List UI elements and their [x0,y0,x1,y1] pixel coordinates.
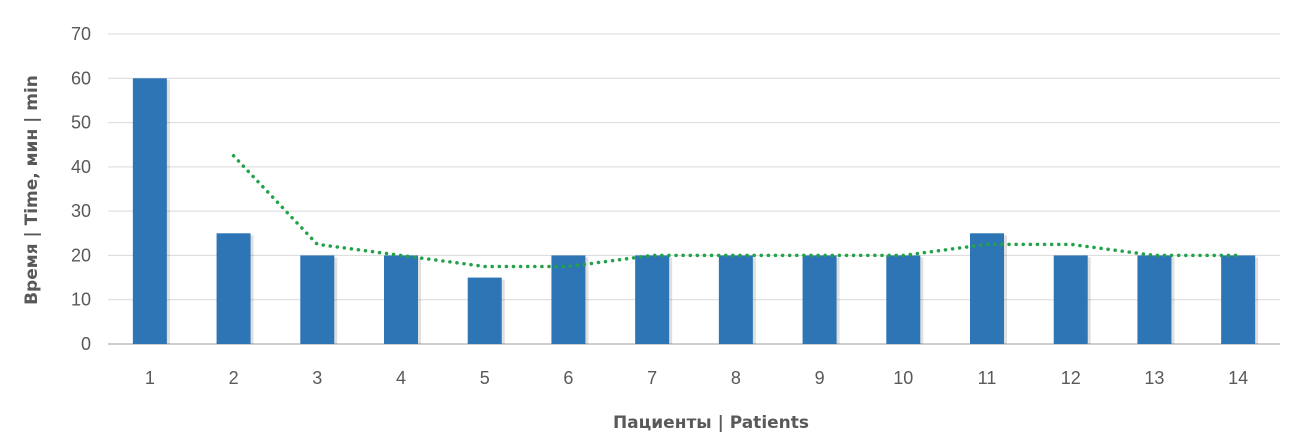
bars [132,78,1259,345]
x-axis-title: Пациенты | Patients [613,413,809,433]
y-tick-label: 30 [71,201,91,221]
y-tick-label: 60 [71,68,91,88]
y-tick-label: 0 [81,334,91,354]
bar [970,233,1004,344]
x-tick-label: 7 [647,368,657,388]
x-axis-ticks: 1 2 3 4 5 6 7 8 9 10 11 12 13 14 [145,368,1248,388]
gridlines [108,33,1280,345]
bar [300,255,335,344]
x-tick-label: 14 [1228,368,1248,388]
bar [467,277,502,344]
x-tick-label: 10 [893,368,913,388]
bar [635,255,670,344]
bar [132,78,167,345]
x-tick-label: 12 [1061,368,1081,388]
bar [886,255,921,344]
x-tick-label: 13 [1144,368,1164,388]
y-tick-label: 50 [71,113,91,133]
x-tick-label: 3 [312,368,322,388]
y-tick-label: 70 [71,24,91,44]
y-axis-ticks: 0 10 20 30 40 50 60 70 [71,24,91,354]
x-tick-label: 5 [480,368,490,388]
bar [551,255,586,344]
moving-average-trendline [231,154,1240,269]
trendline [231,154,1240,269]
x-tick-label: 4 [396,368,406,388]
y-tick-label: 40 [71,157,91,177]
bar [216,233,251,344]
x-tick-label: 9 [815,368,825,388]
bar [1053,255,1088,344]
y-axis-title: Время | Time, мин | min [22,75,42,305]
x-tick-label: 11 [978,368,997,388]
bar [802,255,837,344]
x-tick-label: 2 [229,368,239,388]
bar [384,255,418,344]
y-tick-label: 10 [71,290,91,310]
x-tick-label: 8 [731,368,741,388]
bar [718,255,753,344]
bar [1137,255,1172,344]
y-tick-label: 20 [71,245,91,265]
bar [1221,255,1256,344]
x-tick-label: 1 [145,368,155,388]
x-tick-label: 6 [563,368,573,388]
